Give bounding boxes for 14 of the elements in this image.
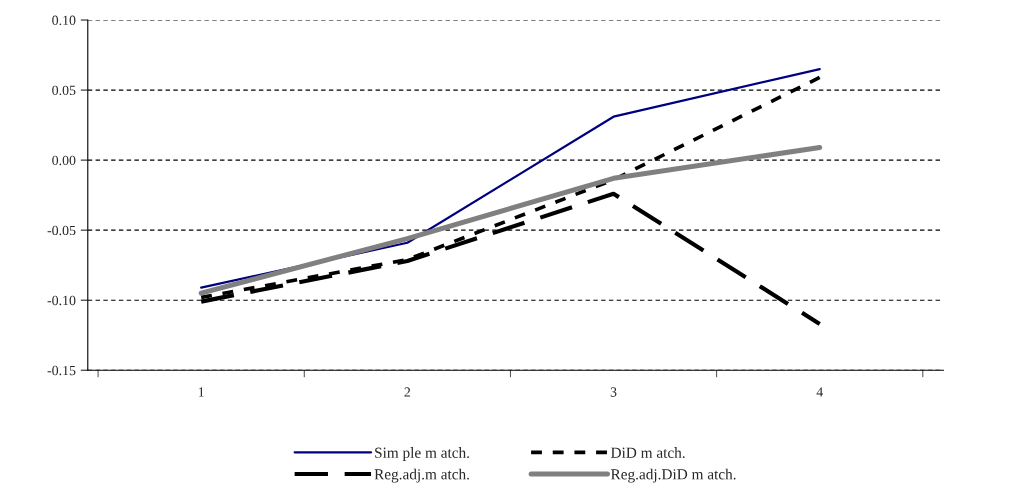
legend-label: Sim ple m atch. (375, 447, 469, 461)
y-tick-label: -0.10 (47, 295, 76, 306)
x-tick-label: 2 (404, 387, 411, 397)
y-tick-label: 0.10 (52, 15, 76, 26)
legend-label: DiD m atch. (610, 447, 685, 458)
x-tick-label: 1 (198, 387, 204, 397)
y-tick-label: -0.15 (47, 365, 76, 376)
y-tick-label: 0.05 (52, 85, 76, 96)
legend-label: Reg.adj.m atch. (374, 468, 469, 483)
x-tick-label: 3 (610, 387, 617, 397)
y-tick-label: -0.05 (47, 225, 76, 236)
x-tick-label: 4 (816, 387, 823, 397)
legend-label: Reg.adj.DiD m atch. (610, 468, 736, 483)
y-tick-label: 0.00 (52, 155, 76, 166)
